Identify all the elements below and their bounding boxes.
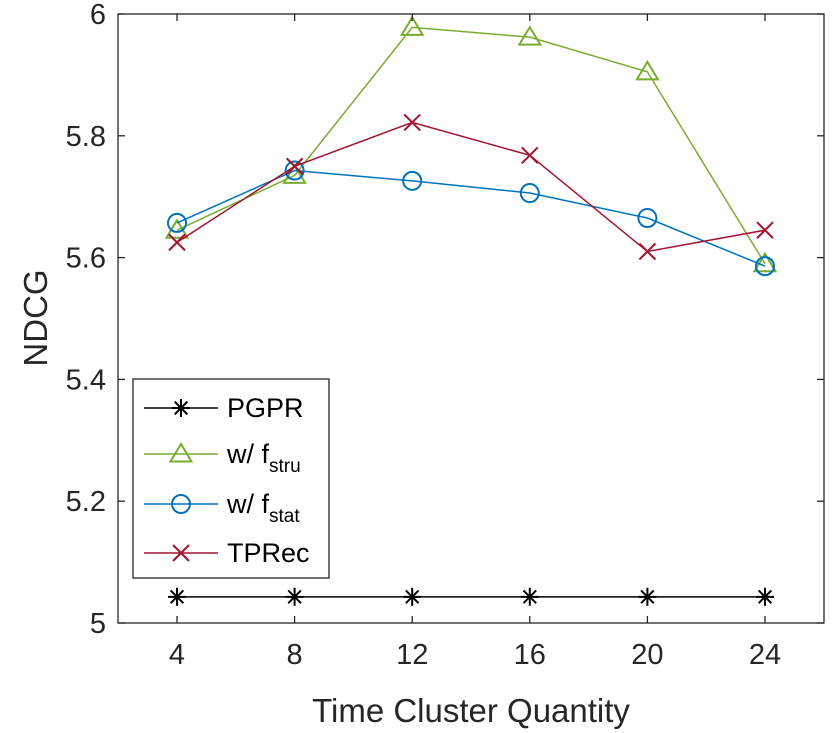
- data-point-tprec: [285, 157, 304, 175]
- legend-marker-tprec: [172, 544, 190, 562]
- data-point-pgpr: [520, 587, 539, 606]
- data-point-w-f-stat: [755, 256, 775, 277]
- data-point-tprec: [403, 113, 421, 132]
- data-point-w-f-stru: [752, 251, 778, 273]
- series-line-w-f-stru: [176, 26, 766, 265]
- y-tick-label: 5.2: [66, 486, 106, 518]
- data-point-w-f-stat: [284, 160, 305, 181]
- legend-label-tprec: TPRec: [227, 538, 310, 568]
- data-point-tprec: [521, 146, 539, 164]
- data-point-w-f-stat: [519, 183, 540, 204]
- data-point-pgpr: [168, 587, 186, 606]
- data-point-w-f-stat: [637, 208, 658, 229]
- series-line-tprec: [176, 121, 766, 253]
- y-axis-label: NDCG: [17, 269, 54, 366]
- legend-marker-pgpr: [172, 399, 190, 417]
- data-point-w-f-stru: [399, 15, 425, 36]
- x-tick-label: 24: [749, 639, 781, 671]
- x-tick-label: 16: [514, 639, 546, 671]
- x-axis-label: Time Cluster Quantity: [312, 692, 630, 729]
- data-point-tprec: [756, 221, 774, 239]
- data-point-pgpr: [756, 587, 774, 606]
- y-tick-label: 5.8: [66, 121, 106, 153]
- legend-marker-w-f-stru: [168, 442, 194, 463]
- x-tick-label: 20: [631, 639, 663, 671]
- y-tick-label: 5.4: [66, 364, 106, 396]
- legend-label-w-f-stat: w/ fstat: [226, 489, 300, 527]
- data-point-w-f-stat: [167, 212, 187, 233]
- data-point-pgpr: [403, 587, 422, 606]
- data-point-pgpr: [285, 587, 304, 606]
- data-point-w-f-stru: [517, 25, 543, 46]
- data-point-tprec: [638, 242, 657, 261]
- data-point-tprec: [168, 233, 186, 252]
- legend-label-w-f-stru: w/ fstru: [226, 439, 301, 477]
- y-tick-label: 5.6: [66, 243, 106, 275]
- legend-label-pgpr: PGPR: [227, 393, 304, 423]
- series-layer: [164, 15, 778, 606]
- data-point-w-f-stru: [282, 163, 307, 184]
- legend: PGPR w/ fstru w/ fstat TPRec: [132, 378, 330, 579]
- x-tick-label: 12: [396, 639, 428, 671]
- y-tick-label: 5: [90, 608, 106, 640]
- x-tick-label: 8: [287, 639, 303, 671]
- data-point-pgpr: [638, 587, 657, 606]
- data-point-w-f-stru: [635, 59, 660, 81]
- axes-box: [117, 13, 825, 624]
- legend-marker-w-f-stat: [171, 494, 191, 514]
- x-tick-label: 4: [169, 639, 185, 671]
- y-tick-label: 6: [90, 0, 106, 31]
- axes-layer: [117, 13, 825, 624]
- ticks-layer: 4 8 12 16 20 24 5 5.2 5.4 5.6 5.8 6: [66, 0, 824, 671]
- legend-box: [132, 378, 330, 579]
- data-point-w-f-stat: [402, 170, 423, 191]
